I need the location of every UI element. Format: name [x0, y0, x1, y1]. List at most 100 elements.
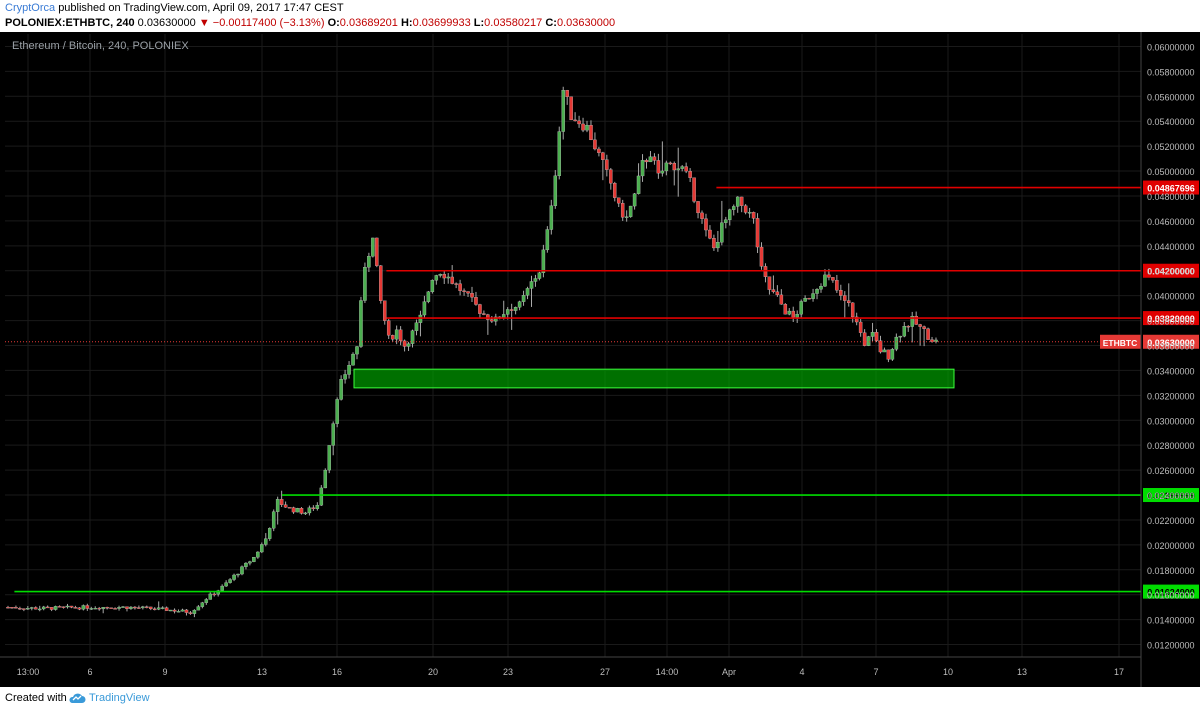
y-tick-label: 0.03200000 [1147, 391, 1195, 401]
x-tick-label: Apr [722, 667, 736, 677]
candle-up [176, 611, 181, 613]
candle-down [57, 606, 62, 608]
y-tick-label: 0.04400000 [1147, 242, 1195, 252]
candle-up [557, 131, 561, 177]
candle-down [6, 607, 10, 609]
candle-up [232, 574, 236, 580]
price-chart[interactable]: 0.04867696 0.04200000 0.03820000 0.02399999… [0, 32, 1200, 687]
candle-down [125, 606, 129, 609]
candle-down [644, 160, 649, 163]
candle-up [264, 538, 268, 545]
candle-up [724, 219, 728, 223]
support-1-label: 0.02399999 [1147, 491, 1195, 501]
chart-title: Ethereum / Bitcoin, 240, POLONIEX [12, 40, 189, 52]
candle-up [371, 237, 375, 257]
low-label: L: [473, 17, 485, 29]
candle-down [763, 266, 768, 277]
x-tick-label: 6 [87, 667, 92, 677]
candle-down [34, 607, 38, 610]
close-value: 0.03630000 [556, 17, 616, 29]
candle-down [759, 246, 764, 267]
candle-down [858, 321, 863, 333]
y-tick-label: 0.03400000 [1147, 366, 1195, 376]
chart-area[interactable]: 0.04867696 0.04200000 0.03820000 0.02399999… [0, 32, 1200, 687]
tradingview-cloud-icon[interactable] [68, 691, 86, 708]
candle-up [414, 322, 419, 331]
candle-down [827, 274, 831, 278]
current-price: 0.03630000 [137, 17, 196, 29]
candle-down [672, 163, 677, 171]
candle-up [799, 301, 803, 315]
candle-up [505, 309, 510, 315]
candle-down [605, 159, 609, 170]
candle-up [315, 505, 320, 509]
candle-down [589, 125, 593, 141]
x-tick-label: 14:00 [656, 667, 679, 677]
candle-up [93, 607, 97, 610]
candle-up [65, 605, 70, 608]
y-tick-label: 0.01200000 [1147, 641, 1195, 651]
candle-up [252, 556, 256, 562]
candle-up [160, 607, 165, 609]
candle-up [228, 579, 232, 583]
candle-up [438, 273, 443, 276]
candle-up [680, 166, 684, 169]
candle-up [660, 170, 665, 174]
candle-up [394, 329, 399, 340]
candle-up [248, 561, 252, 564]
candle-up [220, 585, 224, 591]
candle-down [755, 218, 760, 248]
candle-down [850, 302, 855, 318]
y-tick-label: 0.03000000 [1147, 416, 1195, 426]
candle-up [271, 511, 276, 529]
tradingview-link[interactable]: TradingView [89, 692, 150, 704]
candle-down [847, 300, 851, 304]
candle-up [351, 353, 355, 366]
candle-up [735, 196, 740, 207]
candle-up [866, 336, 871, 346]
y-tick-label: 0.05600000 [1147, 92, 1195, 102]
candle-down [85, 605, 90, 609]
candle-up [359, 300, 363, 347]
candle-down [212, 593, 216, 596]
candle-up [636, 175, 641, 194]
candle-down [874, 332, 879, 341]
candle-up [30, 607, 34, 609]
candle-down [843, 295, 847, 301]
candle-up [236, 573, 240, 576]
candle-down [379, 265, 383, 301]
candle-up [823, 274, 827, 287]
candle-up [53, 606, 58, 610]
candle-down [18, 608, 22, 610]
candle-up [81, 605, 86, 610]
candle-up [819, 286, 823, 290]
axes: 0.01200000 0.01400000 0.01600000 0.01800000… [0, 32, 1195, 687]
candle-up [728, 209, 732, 220]
y-tick-label: 0.02200000 [1147, 516, 1195, 526]
candle-up [355, 346, 359, 355]
publish-info: CryptOrca published on TradingView.com, … [5, 2, 344, 14]
candle-down [61, 606, 66, 608]
candle-down [839, 290, 843, 296]
candle-up [664, 162, 669, 172]
candle-up [244, 562, 248, 567]
candle-up [216, 590, 220, 595]
x-tick-label: 17 [1114, 667, 1124, 677]
candle-up [521, 295, 526, 302]
candle-down [791, 310, 795, 318]
candle-down [299, 508, 304, 514]
candle-down [105, 607, 109, 609]
low-value: 0.03580217 [484, 17, 543, 29]
last-price-label: 0.03630000 [1147, 338, 1195, 348]
candle-up [720, 222, 724, 243]
candle-up [795, 314, 799, 318]
candle-down [311, 507, 316, 509]
candle-down [184, 609, 189, 613]
author-link[interactable]: CryptOrca [5, 2, 56, 14]
candle-up [168, 609, 173, 612]
candle-down [45, 606, 50, 609]
candles [6, 86, 938, 618]
candle-up [347, 365, 351, 375]
candle-up [121, 606, 125, 608]
grid [5, 34, 1141, 657]
